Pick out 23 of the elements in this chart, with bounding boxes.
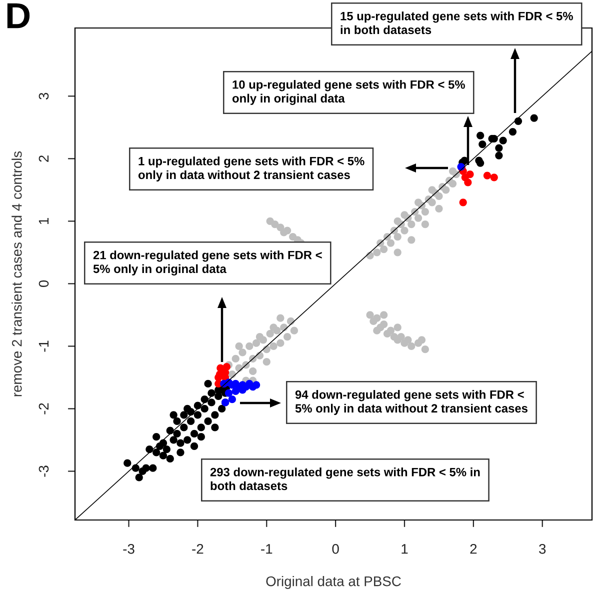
x-tick-label: 1 (402, 544, 408, 554)
text: D (7, 3, 30, 28)
annotation: 15 up-regulated gene sets with FDR < 5% in both datasets (340, 12, 573, 34)
x-tick-label: -2 (192, 544, 204, 554)
y-tick-label: 2 (38, 155, 49, 162)
x-tick-label: 0 (332, 544, 339, 554)
y-tick-label: 3 (38, 92, 49, 100)
annotation: 94 down-regulated gene sets with FDR < 5% only in data without 2 transient cases (295, 390, 528, 415)
y-tick-label: 0 (38, 280, 49, 288)
x-axis-title: Original data at PBSC (266, 576, 401, 589)
y-tick-label: -1 (38, 340, 49, 352)
y-tick-label: -3 (38, 466, 49, 477)
x-tick-label: 3 (539, 544, 546, 554)
y-tick-label: -2 (38, 403, 49, 414)
annotation: 293 down-regulated gene sets with FDR < 5% in both datasets (210, 468, 480, 490)
annotation: 10 up-regulated gene sets with FDR < 5% only in original data (232, 80, 465, 105)
annotation: 21 down-regulated gene sets with FDR < 5% only in original data (93, 250, 322, 276)
x-tick-label: 2 (470, 544, 477, 554)
annotation: 1 up-regulated gene sets with FDR < 5% only in data without 2 transient cases (138, 156, 364, 182)
x-tick-label: -3 (123, 544, 134, 554)
y-tick-label: 1 (38, 218, 49, 224)
x-tick-label: -1 (261, 544, 272, 554)
y-axis-title: remove 2 transient cases and 4 controls (12, 151, 22, 396)
